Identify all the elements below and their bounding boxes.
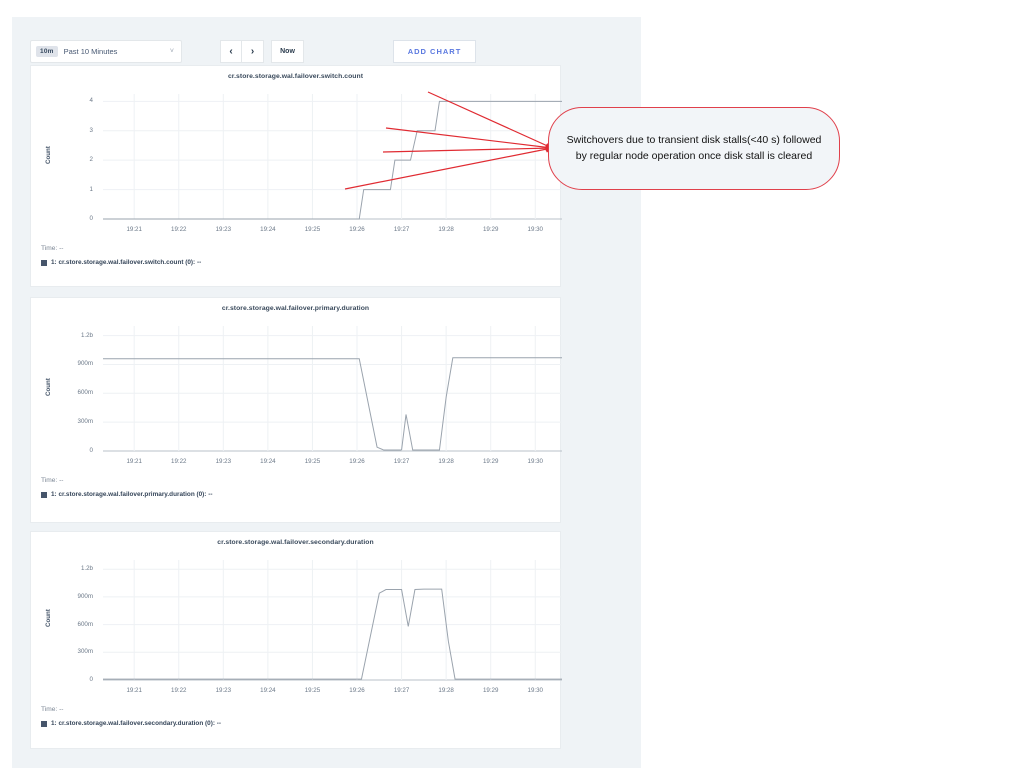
x-axis-tick-label: 19:30 <box>527 458 543 465</box>
x-axis-tick-label: 19:27 <box>393 226 410 233</box>
annotation-callout: Switchovers due to transient disk stalls… <box>548 107 840 190</box>
x-axis-tick-label: 19:22 <box>171 458 187 465</box>
y-axis-tick-label: 1 <box>89 185 93 193</box>
chart-canvas <box>103 560 562 681</box>
y-axis-tick-label: 300m <box>77 648 93 656</box>
y-axis-tick-label: 600m <box>77 389 93 397</box>
chart-plot-area[interactable]: 0 300m 600m 900m 1.2b Count 19:21 19:22 19:23 19:… <box>31 546 562 706</box>
x-axis-tick-label: 19:28 <box>438 458 454 465</box>
y-axis-tick-label: 0 <box>89 447 93 454</box>
hover-time-readout: Time: -- <box>41 706 64 713</box>
legend-label: 1: cr.store.storage.wal.failover.primary… <box>51 491 213 498</box>
chart-panel[interactable]: cr.store.storage.wal.failover.secondary.… <box>30 531 562 749</box>
x-axis-tick-label: 19:28 <box>438 226 454 233</box>
chevron-down-icon: ˅ <box>169 48 174 55</box>
x-axis-tick-label: 19:23 <box>215 687 232 694</box>
y-axis-tick-label: 2 <box>89 156 93 164</box>
y-axis-tick-label: 600m <box>77 620 93 628</box>
y-axis-tick-label: 900m <box>77 360 93 368</box>
x-axis-tick-label: 19:26 <box>349 458 365 465</box>
x-axis-tick-label: 19:29 <box>482 687 499 694</box>
y-axis-label: Count <box>45 609 52 627</box>
x-axis-tick-label: 19:22 <box>171 687 187 694</box>
x-axis-tick-label: 19:22 <box>171 226 187 233</box>
hover-time-readout: Time: -- <box>41 245 64 252</box>
x-axis-tick-label: 19:26 <box>349 687 365 694</box>
legend-color-swatch <box>41 259 47 266</box>
x-axis-tick-label: 19:24 <box>260 226 276 233</box>
y-axis-tick-label: 900m <box>77 592 93 600</box>
x-axis-tick-label: 19:26 <box>349 226 365 233</box>
x-axis-tick-label: 19:30 <box>527 226 543 233</box>
chart-panel[interactable]: cr.store.storage.wal.failover.switch.cou… <box>30 65 562 287</box>
chart-title: cr.store.storage.wal.failover.switch.cou… <box>227 73 364 80</box>
legend-color-swatch <box>41 720 47 727</box>
toolbar: 10m Past 10 Minutes ˅ ‹ › Now ADD CHART <box>30 40 615 64</box>
chart-plot-area[interactable]: 0 1 2 3 4 Count 19:21 19:22 19:23 19:24 19:25 19:26… <box>31 80 562 245</box>
time-range-label: Past 10 Minutes <box>63 47 118 56</box>
time-range-select[interactable]: 10m Past 10 Minutes ˅ <box>30 40 182 63</box>
chart-panel[interactable]: cr.store.storage.wal.failover.primary.du… <box>30 297 562 523</box>
x-axis-tick-label: 19:25 <box>304 226 321 233</box>
x-axis-tick-label: 19:23 <box>215 458 232 465</box>
x-axis-tick-label: 19:27 <box>393 458 410 465</box>
x-axis-tick-label: 19:30 <box>527 687 543 694</box>
x-axis-tick-label: 19:21 <box>126 458 142 465</box>
x-axis-tick-label: 19:25 <box>304 458 321 465</box>
x-axis-tick-label: 19:21 <box>126 687 142 694</box>
chart-series-line <box>103 357 562 451</box>
legend-color-swatch <box>41 491 47 498</box>
chart-legend[interactable]: 1: cr.store.storage.wal.failover.primary… <box>41 491 560 498</box>
chart-title: cr.store.storage.wal.failover.secondary.… <box>217 539 374 546</box>
time-nav-group: ‹ › <box>220 40 264 63</box>
y-axis-tick-label: 1.2b <box>80 565 93 573</box>
chart-title: cr.store.storage.wal.failover.primary.du… <box>221 305 370 312</box>
annotation-callout-text: Switchovers due to transient disk stalls… <box>566 134 822 162</box>
x-axis-tick-label: 19:24 <box>260 458 276 465</box>
chart-plot-area[interactable]: 0 300m 600m 900m 1.2b Count 19:21 19:22 19:23 19:… <box>31 312 562 477</box>
x-axis-tick-label: 19:25 <box>304 687 321 694</box>
legend-label: 1: cr.store.storage.wal.failover.seconda… <box>51 720 221 727</box>
chart-footer: Time: -- 1: cr.store.storage.wal.failove… <box>31 477 560 498</box>
y-axis-tick-label: 4 <box>89 97 93 105</box>
now-button[interactable]: Now <box>271 40 304 63</box>
x-axis-tick-label: 19:27 <box>393 687 410 694</box>
next-button[interactable]: › <box>242 40 264 63</box>
y-axis-tick-label: 1.2b <box>80 331 93 339</box>
add-chart-button[interactable]: ADD CHART <box>393 40 476 63</box>
x-axis-tick-label: 19:24 <box>260 687 276 694</box>
x-axis-tick-label: 19:29 <box>482 458 499 465</box>
y-axis-tick-label: 0 <box>89 215 93 222</box>
y-axis-label: Count <box>45 145 52 164</box>
chart-footer: Time: -- 1: cr.store.storage.wal.failove… <box>31 245 560 266</box>
time-range-badge: 10m <box>36 46 58 57</box>
y-axis-tick-label: 0 <box>89 676 93 683</box>
x-axis-tick-label: 19:28 <box>438 687 454 694</box>
y-axis-tick-label: 300m <box>77 418 93 426</box>
hover-time-readout: Time: -- <box>41 477 64 484</box>
prev-button[interactable]: ‹ <box>220 40 242 63</box>
x-axis-tick-label: 19:29 <box>482 226 499 233</box>
x-axis-tick-label: 19:23 <box>215 226 232 233</box>
chart-legend[interactable]: 1: cr.store.storage.wal.failover.switch.… <box>41 259 560 266</box>
chart-footer: Time: -- 1: cr.store.storage.wal.failove… <box>31 706 560 727</box>
chart-canvas <box>103 326 562 452</box>
chart-canvas <box>103 94 562 220</box>
y-axis-tick-label: 3 <box>89 126 93 134</box>
chart-legend[interactable]: 1: cr.store.storage.wal.failover.seconda… <box>41 720 560 727</box>
y-axis-label: Count <box>45 377 52 396</box>
chart-series-line <box>103 588 562 680</box>
x-axis-tick-label: 19:21 <box>126 226 142 233</box>
legend-label: 1: cr.store.storage.wal.failover.switch.… <box>51 259 202 266</box>
